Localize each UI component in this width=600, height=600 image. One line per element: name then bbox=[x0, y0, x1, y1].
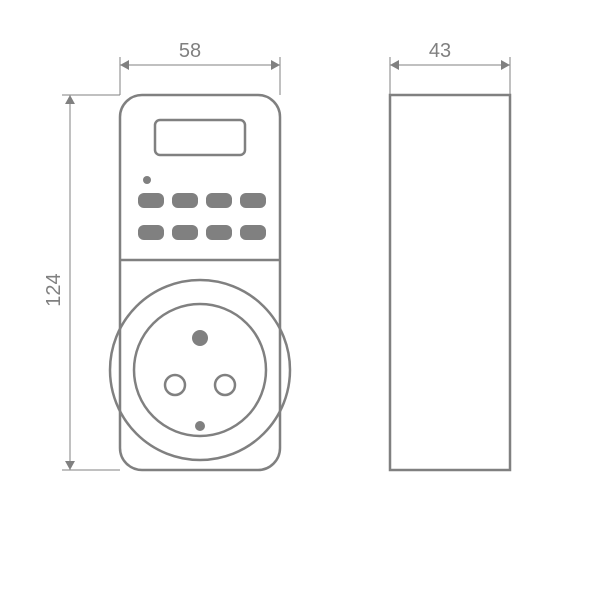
dim-width-side: 43 bbox=[429, 40, 451, 62]
dim-width-front: 58 bbox=[179, 40, 201, 62]
dim-height: 124 bbox=[43, 273, 65, 306]
